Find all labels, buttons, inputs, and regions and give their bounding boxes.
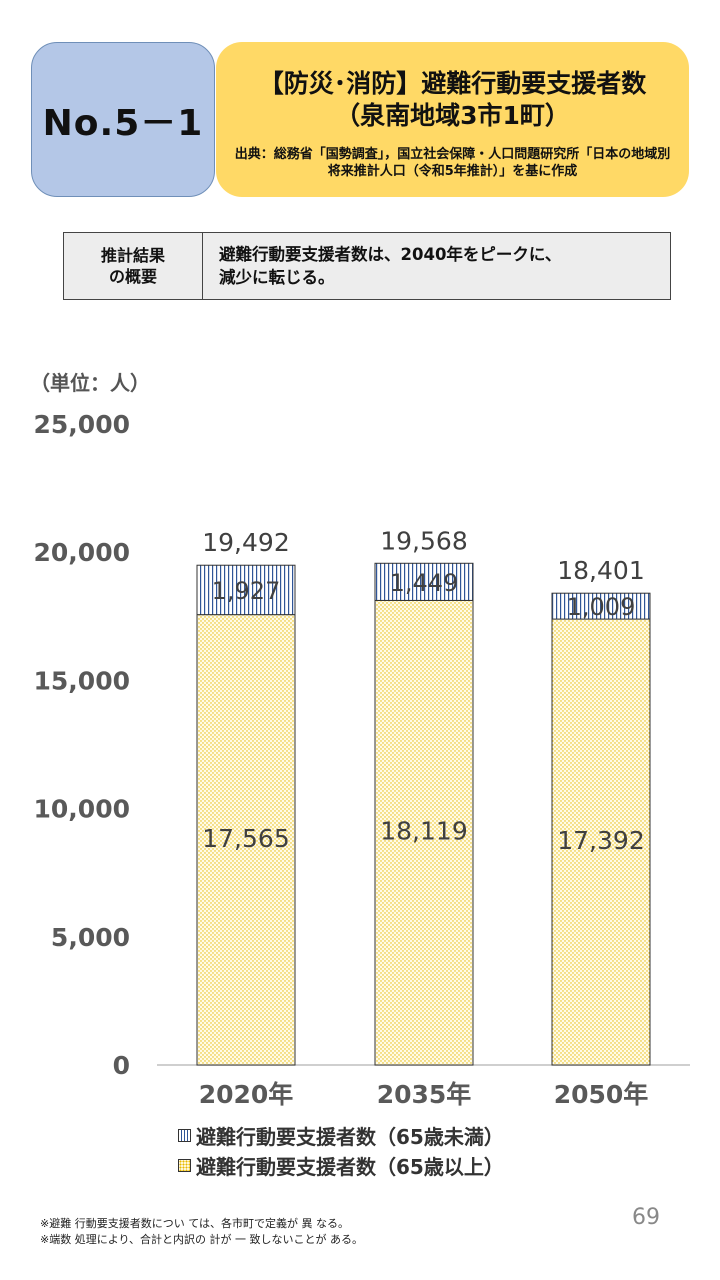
y-tick-label: 10,000 [34, 795, 130, 824]
bar-over65-2050年 [551, 618, 651, 1066]
y-tick-label: 5,000 [51, 923, 130, 952]
summary-header: 推計結果 の概要 [64, 233, 203, 299]
footnotes: ※避難 行動要支援者数につい ては、各市町で定義が 異 なる。 ※端数 処理によ… [40, 1216, 363, 1248]
legend: 避難行動要支援者数（65歳未満） 避難行動要支援者数（65歳以上） [178, 1120, 504, 1180]
footnote-2: ※端数 処理により、合計と内訳の 計が 一 致しないことが ある。 [40, 1233, 364, 1246]
data-label-under65: 1,449 [390, 569, 459, 597]
x-tick-label: 2050年 [554, 1080, 649, 1109]
summary-body-line-1: 避難行動要支援者数は、2040年をピークに、 [219, 245, 562, 264]
source-text: 出典：総務省「国勢調査」，国立社会保障・人口問題研究所「日本の地域別将来推計人口… [234, 147, 671, 179]
data-label-total: 19,492 [202, 528, 289, 557]
page-number: 69 [632, 1205, 660, 1230]
summary-table: 推計結果 の概要 避難行動要支援者数は、2040年をピークに、 減少に転じる。 [63, 232, 671, 300]
legend-item-over65: 避難行動要支援者数（65歳以上） [178, 1150, 504, 1180]
data-label-over65: 17,565 [202, 824, 289, 853]
legend-item-under65: 避難行動要支援者数（65歳未満） [178, 1120, 504, 1150]
data-label-under65: 1,927 [212, 577, 281, 605]
footnote-1: ※避難 行動要支援者数につい ては、各市町で定義が 異 なる。 [40, 1217, 349, 1230]
legend-swatch-over65 [178, 1158, 191, 1172]
title-line-1: 【防災･消防】避難行動要支援者数 [258, 69, 647, 98]
title-line-2: （泉南地域3市1町） [335, 101, 570, 130]
legend-label-over65: 避難行動要支援者数（65歳以上） [196, 1154, 504, 1179]
stacked-bar-chart: 0 5,000 10,000 15,000 20,000 25,000 1,927 17,56… [34, 410, 690, 1109]
summary-header-line-2: の概要 [108, 267, 157, 286]
legend-swatch-under65 [178, 1128, 191, 1142]
data-label-over65: 18,119 [380, 817, 467, 846]
x-tick-label: 2035年 [377, 1080, 472, 1109]
bar-over65-2020年 [196, 614, 296, 1066]
slide-number: No.5－1 [42, 102, 204, 144]
unit-label: （単位：人） [30, 371, 150, 395]
data-label-total: 19,568 [380, 526, 467, 555]
data-label-over65: 17,392 [557, 826, 644, 855]
y-tick-label: 25,000 [34, 410, 130, 439]
x-tick-label: 2020年 [199, 1080, 294, 1109]
slide-number-badge: No.5－1 [31, 42, 215, 197]
bar-under65-2035年 [374, 562, 474, 601]
summary-body: 避難行動要支援者数は、2040年をピークに、 減少に転じる。 [203, 233, 670, 299]
summary-header-line-1: 推計結果 [100, 246, 165, 265]
data-label-total: 18,401 [557, 556, 644, 585]
title-box: 【防災･消防】避難行動要支援者数 （泉南地域3市1町） 出典：総務省「国勢調査」… [216, 42, 689, 197]
bar-over65-2035年 [374, 599, 474, 1066]
legend-label-under65: 避難行動要支援者数（65歳未満） [196, 1124, 504, 1149]
y-tick-label: 0 [113, 1051, 130, 1080]
data-label-under65: 1,009 [567, 593, 636, 621]
y-tick-label: 20,000 [34, 538, 130, 567]
bar-under65-2050年 [551, 592, 651, 620]
bar-under65-2020年 [196, 564, 296, 616]
summary-body-line-2: 減少に転じる。 [219, 268, 335, 287]
y-tick-label: 15,000 [34, 666, 130, 695]
